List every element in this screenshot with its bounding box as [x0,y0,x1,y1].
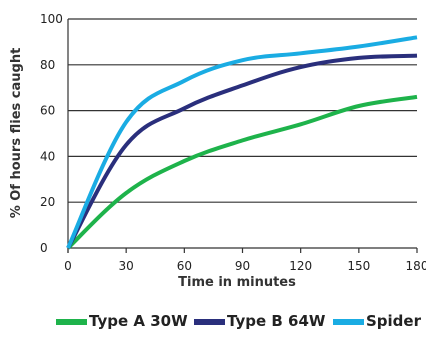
axes [67,19,418,253]
x-tick-label: 90 [235,259,250,273]
y-tick-label: 100 [40,12,63,26]
y-tick-label: 0 [40,241,48,255]
x-tick-label: 60 [177,259,192,273]
legend: Type A 30W Type B 64W Spider [56,312,422,330]
gridlines [68,18,417,203]
x-tick-label: 180 [406,259,426,273]
y-axis-title: % Of hours flies caught [9,48,24,219]
x-tick-label: 150 [347,259,370,273]
x-tick-label: 120 [289,259,312,273]
y-tick-label: 40 [40,149,55,163]
legend-label-2: Spider [366,312,422,330]
x-tick-label: 0 [64,259,72,273]
legend-swatch-0 [56,319,87,325]
y-tick-label: 60 [40,104,55,118]
y-tick-label: 20 [40,195,55,209]
series-line-2 [66,35,418,249]
y-tick-label: 80 [40,58,55,72]
series-line-0 [66,94,418,250]
x-axis-title: Time in minutes [178,275,296,290]
series-lines [66,35,418,250]
series-line-1 [66,53,418,249]
legend-label-0: Type A 30W [89,312,188,330]
legend-swatch-1 [194,319,225,325]
tick-labels: 0 20 40 60 80 100 0 30 60 90 120 150 180 [40,12,426,273]
x-tick-label: 30 [119,259,134,273]
legend-swatch-2 [333,319,364,325]
legend-label-1: Type B 64W [227,312,326,330]
